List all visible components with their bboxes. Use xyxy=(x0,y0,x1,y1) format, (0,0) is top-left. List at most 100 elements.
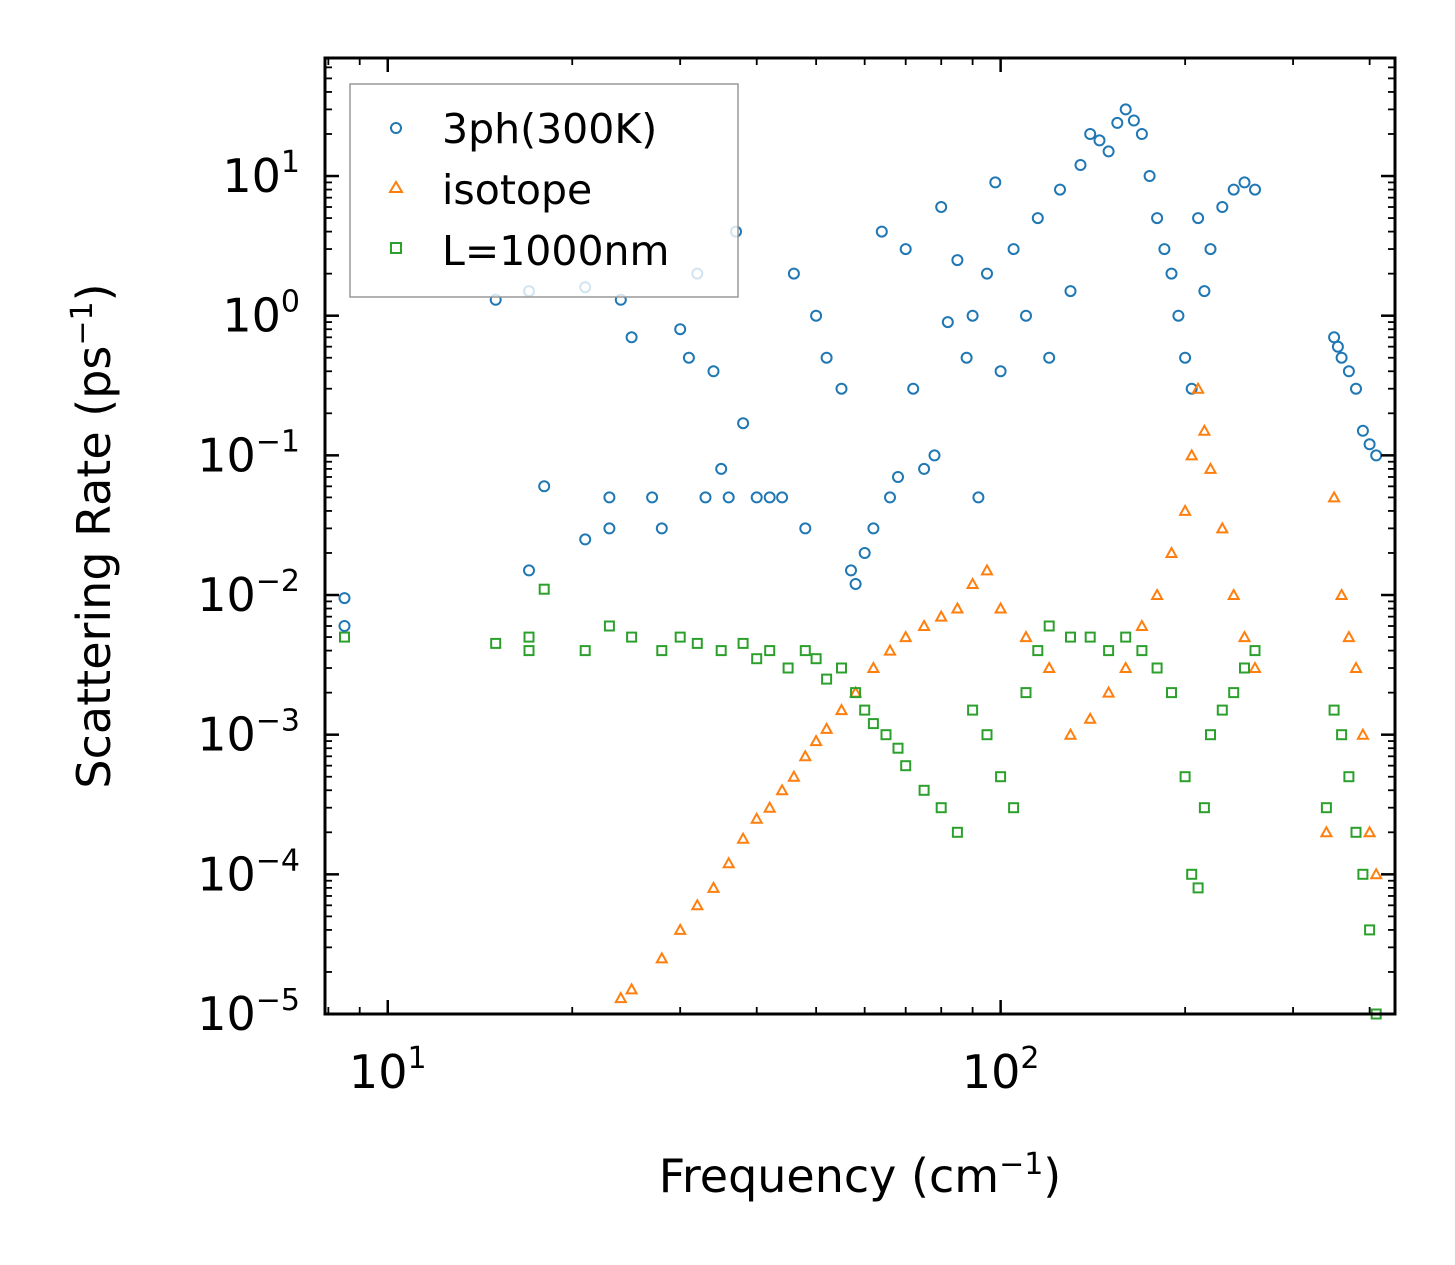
data-point-s1-47 xyxy=(1342,630,1356,643)
data-point-s0-61 xyxy=(1111,116,1124,129)
data-point-s0-64 xyxy=(1135,128,1148,140)
data-point-s0-75 xyxy=(1216,201,1229,213)
data-point-s0-52 xyxy=(1020,309,1032,322)
data-point-s0-49 xyxy=(989,176,1002,189)
data-point-s0-77 xyxy=(1238,176,1251,189)
data-point-s0-84 xyxy=(1356,424,1369,437)
data-point-s0-31 xyxy=(845,564,857,577)
data-point-s0-24 xyxy=(763,491,776,504)
data-point-s0-6 xyxy=(579,533,592,546)
data-point-s1-35 xyxy=(1178,503,1192,516)
data-point-s2-30 xyxy=(981,729,993,741)
series-isotope xyxy=(614,381,1383,1004)
legend-marker-isotope xyxy=(388,180,404,193)
data-point-s0-9 xyxy=(603,522,616,535)
data-point-s0-32 xyxy=(849,578,862,590)
data-point-s1-9 xyxy=(763,800,777,813)
data-point-s2-25 xyxy=(900,760,912,772)
data-point-s2-22 xyxy=(867,718,879,730)
data-point-s1-10 xyxy=(775,783,789,796)
data-point-s1-18 xyxy=(883,643,897,656)
data-point-s1-38 xyxy=(1197,423,1212,436)
data-point-s1-3 xyxy=(673,922,687,935)
data-point-s1-37 xyxy=(1191,381,1205,394)
data-point-s0-44 xyxy=(951,254,964,267)
y-tick-label-6: 10−5 xyxy=(197,983,300,1041)
data-point-s0-12 xyxy=(646,491,659,504)
data-point-s0-40 xyxy=(918,462,931,475)
data-point-s0-1 xyxy=(338,620,351,632)
data-point-s1-15 xyxy=(834,703,849,716)
data-point-s1-20 xyxy=(917,618,931,631)
legend-box xyxy=(349,83,739,298)
data-point-s0-8 xyxy=(603,491,616,504)
data-point-s2-12 xyxy=(737,637,749,649)
data-point-s2-1 xyxy=(490,637,502,649)
data-point-s2-6 xyxy=(603,620,615,632)
data-point-s2-2 xyxy=(523,631,535,643)
data-point-s0-55 xyxy=(1054,183,1066,196)
data-point-s1-40 xyxy=(1215,521,1229,534)
data-point-s2-33 xyxy=(1020,687,1032,699)
data-point-s2-26 xyxy=(918,784,930,796)
data-point-s0-62 xyxy=(1119,103,1132,116)
data-point-s2-54 xyxy=(1336,729,1348,741)
data-point-s2-55 xyxy=(1343,771,1355,783)
data-point-s1-33 xyxy=(1150,587,1164,600)
data-point-s1-5 xyxy=(706,880,721,893)
data-point-s0-51 xyxy=(1007,243,1020,256)
data-point-s2-42 xyxy=(1166,687,1177,699)
data-point-s1-36 xyxy=(1185,448,1199,461)
y-tick-label-4: 10−3 xyxy=(197,704,300,762)
data-point-s2-47 xyxy=(1205,729,1216,741)
data-point-s0-15 xyxy=(682,351,695,364)
y-tick-label-1: 100 xyxy=(222,285,300,343)
data-point-s1-8 xyxy=(750,811,764,824)
y-axis-tick-labels: 101 100 10−1 10−2 10−3 10−4 10−5 xyxy=(197,145,300,1041)
data-point-s2-3 xyxy=(523,645,535,657)
data-point-s0-25 xyxy=(776,491,789,504)
data-point-s0-29 xyxy=(820,351,833,364)
data-point-s2-0 xyxy=(339,631,350,643)
data-point-s1-43 xyxy=(1248,660,1262,673)
data-point-s0-36 xyxy=(884,491,896,504)
data-point-s0-54 xyxy=(1043,351,1056,364)
data-point-s0-37 xyxy=(892,471,904,483)
data-point-s2-5 xyxy=(579,645,591,657)
data-point-s0-30 xyxy=(835,382,848,395)
data-point-s2-28 xyxy=(951,826,963,838)
data-point-s2-44 xyxy=(1186,868,1198,880)
data-point-s1-29 xyxy=(1083,711,1097,724)
data-point-s1-49 xyxy=(1356,727,1370,740)
data-point-s1-23 xyxy=(965,576,980,589)
data-point-s1-6 xyxy=(722,856,736,869)
data-point-s1-11 xyxy=(787,769,801,782)
data-point-s1-12 xyxy=(798,749,812,762)
data-point-s2-41 xyxy=(1151,662,1163,674)
data-point-s0-63 xyxy=(1127,114,1140,127)
data-point-s0-41 xyxy=(928,449,941,462)
data-point-s0-20 xyxy=(722,491,735,504)
data-point-s1-26 xyxy=(1019,630,1033,643)
data-point-s0-65 xyxy=(1143,170,1156,182)
legend-label-isotope: isotope xyxy=(442,166,592,214)
data-point-s1-46 xyxy=(1334,587,1349,600)
data-point-s0-13 xyxy=(655,522,668,535)
data-point-s0-5 xyxy=(538,480,551,493)
data-point-s2-48 xyxy=(1216,704,1228,716)
data-point-s1-2 xyxy=(655,951,669,964)
data-point-s0-53 xyxy=(1031,212,1044,225)
data-point-s0-78 xyxy=(1249,183,1261,196)
data-point-s1-44 xyxy=(1319,825,1334,838)
data-point-s2-19 xyxy=(836,662,847,674)
data-point-s1-24 xyxy=(980,563,994,576)
x-tick-label-0: 101 xyxy=(349,1041,427,1099)
data-point-s0-73 xyxy=(1198,285,1211,298)
data-point-s2-39 xyxy=(1120,631,1132,643)
data-point-s0-82 xyxy=(1342,365,1355,378)
data-point-s0-27 xyxy=(799,522,812,535)
data-point-s0-50 xyxy=(994,365,1007,378)
data-point-s2-56 xyxy=(1350,826,1362,838)
data-point-s2-14 xyxy=(764,645,776,657)
data-point-s2-40 xyxy=(1136,645,1148,657)
